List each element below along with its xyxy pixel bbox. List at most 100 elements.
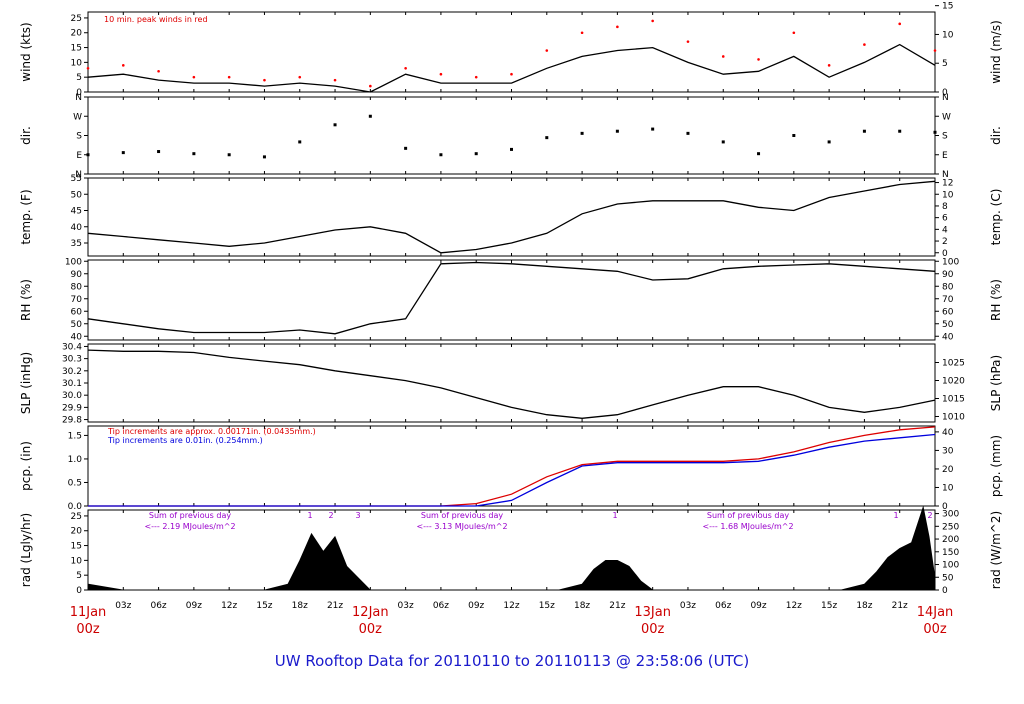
slp-ytick-right-label: 1010 xyxy=(942,412,965,422)
x-tick-label: 06z xyxy=(150,601,166,611)
rh-ytick-right-label: 70 xyxy=(942,295,954,305)
wind-peak-point xyxy=(651,19,654,23)
rad-ytick-label: 15 xyxy=(71,542,82,552)
wind-ytick-label: 5 xyxy=(76,73,82,83)
wind-ytick-label: 0 xyxy=(76,88,82,98)
wind-frame xyxy=(87,11,936,93)
temp-ytick-right-label: 6 xyxy=(942,214,948,224)
rh-series xyxy=(87,261,936,335)
wind-peak-point xyxy=(757,58,760,61)
wind-ytick-right-label: 10 xyxy=(942,30,954,40)
temp-ytick-label: 55 xyxy=(71,174,82,184)
pcp-ytick-label: 0.5 xyxy=(68,478,82,488)
x-tick-label: 03z xyxy=(680,601,696,611)
dir-point xyxy=(686,131,690,135)
dir-point xyxy=(192,152,196,156)
wind-peak-point xyxy=(369,84,372,88)
slp-ylabel-right: SLP (hPa) xyxy=(989,355,1003,411)
dir-ytick-right-label: W xyxy=(942,112,951,122)
rad-marker: 3 xyxy=(355,511,360,520)
dir-ytick-label: N xyxy=(75,170,82,180)
x-tick-label: 18z xyxy=(292,601,308,611)
wind-peak-point xyxy=(404,66,407,70)
pcp-ytick-label: 1.0 xyxy=(68,455,83,465)
wind-note: 10 min. peak winds in red xyxy=(104,15,208,24)
rad-marker: 2 xyxy=(927,511,932,520)
wind-peak-point xyxy=(121,64,125,67)
x-tick-label: 09z xyxy=(750,601,766,611)
x-tick-label: 21z xyxy=(892,601,908,611)
dir-point xyxy=(757,152,761,156)
wind-peak-point xyxy=(333,78,337,82)
wind-ylabel: wind (kts) xyxy=(19,22,33,81)
wind-ytick-label: 15 xyxy=(71,44,82,54)
wind-peak-point xyxy=(157,69,160,73)
rad-ylabel-right: rad (W/m^2) xyxy=(989,511,1003,589)
pcp-ytick-right-label: 0 xyxy=(942,502,948,512)
rh-ytick-right-label: 60 xyxy=(942,307,954,317)
rad-marker: 2 xyxy=(328,511,333,520)
slp-ylabel: SLP (inHg) xyxy=(19,352,33,414)
slp-ytick-label: 29.8 xyxy=(62,416,82,426)
dir-point xyxy=(721,140,725,144)
x-tick-label: 06z xyxy=(715,601,731,611)
temp-ytick-right-label: 4 xyxy=(942,225,948,235)
day-label-time: 00z xyxy=(76,622,100,637)
rh-ytick-label: 80 xyxy=(71,282,83,292)
x-tick-label: 06z xyxy=(433,601,449,611)
wind-peak-point xyxy=(580,31,584,35)
wind-peak-point xyxy=(792,31,796,35)
wind-peak-point xyxy=(298,75,302,79)
x-tick-label: 12z xyxy=(503,601,519,611)
wind-ylabel-right: wind (m/s) xyxy=(989,20,1003,84)
wind-peak-point xyxy=(474,75,478,79)
rad-ytick-label: 10 xyxy=(71,556,83,566)
temp-ytick-right-label: 10 xyxy=(942,190,954,200)
rad-ytick-right-label: 0 xyxy=(942,586,948,596)
wind-series xyxy=(87,43,936,93)
rad-area xyxy=(87,505,936,591)
wind-peak-point xyxy=(227,75,231,79)
rad-sum-line2: <--- 1.68 MJoules/m^2 xyxy=(702,522,793,531)
wind-peak-point xyxy=(616,25,619,29)
temp-ylabel-right: temp. (C) xyxy=(989,189,1003,246)
slp-ytick-right-label: 1020 xyxy=(942,376,965,386)
day-label-time: 00z xyxy=(359,622,383,637)
dir-ytick-label: E xyxy=(76,151,82,161)
rad-marker: 1 xyxy=(307,511,312,520)
wind-peak-point xyxy=(545,49,549,52)
dir-ytick-right-label: N xyxy=(942,93,949,103)
day-label-date: 13Jan xyxy=(634,605,671,620)
rh-ytick-label: 90 xyxy=(71,270,83,280)
rad-ytick-right-label: 150 xyxy=(942,548,959,558)
wind-peak-point xyxy=(827,64,831,67)
dir-point xyxy=(298,140,302,144)
x-tick-label: 18z xyxy=(856,601,872,611)
x-tick-label: 18z xyxy=(574,601,590,611)
slp-ytick-label: 30.3 xyxy=(62,355,82,365)
wind-peak-point xyxy=(439,72,443,76)
wind-ytick-label: 10 xyxy=(71,58,83,68)
temp-ytick-label: 40 xyxy=(71,223,83,233)
temp-frame xyxy=(87,177,936,257)
rad-sum-line1: Sum of previous day xyxy=(149,511,231,520)
pcp-ytick-right-label: 10 xyxy=(942,483,954,493)
rh-ytick-right-label: 50 xyxy=(942,320,954,330)
temp-ytick-right-label: 8 xyxy=(942,202,948,212)
dir-point xyxy=(580,131,584,135)
pcp-ylabel: pcp. (in) xyxy=(19,441,33,491)
slp-ytick-label: 29.9 xyxy=(62,403,82,413)
x-tick-label: 09z xyxy=(468,601,484,611)
wind-peak-point xyxy=(510,72,513,76)
x-tick-label: 12z xyxy=(786,601,802,611)
rad-ytick-right-label: 300 xyxy=(942,510,959,520)
dir-point xyxy=(368,114,372,118)
dir-point xyxy=(862,129,866,133)
pcp-ylabel-right: pcp. (mm) xyxy=(989,435,1003,497)
day-label-date: 14Jan xyxy=(917,605,954,620)
dir-ytick-label: W xyxy=(73,112,82,122)
rad-ytick-label: 5 xyxy=(76,571,82,581)
wind-ytick-label: 25 xyxy=(71,14,82,24)
x-tick-label: 15z xyxy=(821,601,837,611)
